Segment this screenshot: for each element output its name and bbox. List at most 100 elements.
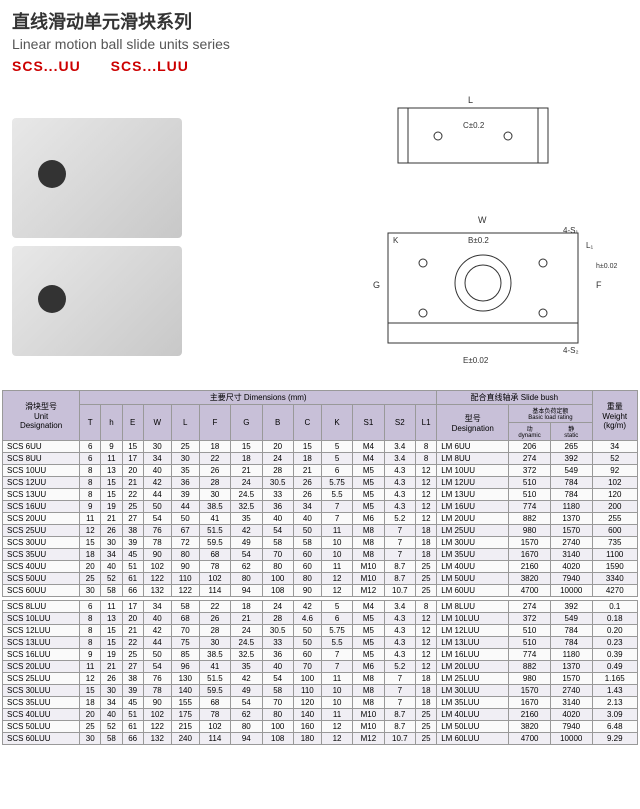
table-cell: 5.5 (321, 637, 352, 649)
table-cell: 30 (199, 489, 230, 501)
table-cell: 24.5 (231, 637, 262, 649)
table-cell: 26 (293, 477, 321, 489)
table-cell: 8 (80, 625, 101, 637)
table-cell: LM 50UU (437, 573, 509, 585)
table-cell: 35 (231, 661, 262, 673)
table-cell: LM 16UU (437, 501, 509, 513)
table-cell: 549 (550, 613, 592, 625)
col-E: E (122, 405, 143, 441)
table-cell: 94 (231, 733, 262, 745)
table-cell: SCS 16UU (3, 501, 80, 513)
table-cell: 4.3 (384, 501, 415, 513)
table-cell: 18 (293, 453, 321, 465)
table-cell: 4270 (592, 585, 638, 597)
table-cell: 160 (293, 721, 321, 733)
table-cell: 980 (509, 673, 551, 685)
table-cell: 1570 (550, 673, 592, 685)
table-cell: 9.29 (592, 733, 638, 745)
table-cell: 1670 (509, 697, 551, 709)
col-B: B (262, 405, 293, 441)
table-cell: 28 (199, 477, 230, 489)
table-cell: 30 (101, 685, 122, 697)
table-cell: M5 (353, 501, 384, 513)
table-cell: 58 (101, 733, 122, 745)
table-cell: 372 (509, 465, 551, 477)
table-cell: 100 (262, 721, 293, 733)
table-cell: 2160 (509, 561, 551, 573)
table-cell: 36 (262, 649, 293, 661)
table-cell: 0.20 (592, 625, 638, 637)
col-C: C (293, 405, 321, 441)
table-cell: 18 (415, 673, 436, 685)
svg-text:K: K (393, 236, 399, 245)
table-cell: 15 (101, 625, 122, 637)
table-cell: 4.3 (384, 477, 415, 489)
dimension-diagram: L C±0.2 W B±0.2 K G F h±0.02 L₁ E±0.02 4… (338, 88, 628, 378)
table-cell: 39 (171, 489, 199, 501)
table-cell: 0.23 (592, 637, 638, 649)
table-row: SCS 20UU1121275450413540407M65.212LM 20U… (3, 513, 638, 525)
table-cell: 92 (592, 465, 638, 477)
table-cell: 90 (293, 585, 321, 597)
table-cell: 24 (262, 601, 293, 613)
table-cell: 8.7 (384, 561, 415, 573)
table-cell: 41 (199, 661, 230, 673)
col-load-rating: 基本负荷定额 Basic load rating (509, 405, 592, 423)
table-cell: LM 12LUU (437, 625, 509, 637)
table-cell: 8 (80, 489, 101, 501)
table-cell: 25 (80, 573, 101, 585)
table-cell: 34 (592, 441, 638, 453)
col-L1: L1 (415, 405, 436, 441)
table-cell: 510 (509, 489, 551, 501)
table-cell: 0.1 (592, 601, 638, 613)
table-cell: M4 (353, 453, 384, 465)
table-cell: 52 (592, 453, 638, 465)
table-cell: M5 (353, 477, 384, 489)
table-cell: 8.7 (384, 721, 415, 733)
table-row: SCS 30LUU1530397814059.5495811010M8718LM… (3, 685, 638, 697)
table-cell: 4700 (509, 733, 551, 745)
svg-text:F: F (596, 280, 602, 290)
table-cell: 76 (143, 525, 171, 537)
table-cell: 25 (415, 733, 436, 745)
table-cell: 108 (262, 585, 293, 597)
table-cell: 10 (321, 549, 352, 561)
table-cell: 175 (171, 709, 199, 721)
table-cell: 25 (122, 649, 143, 661)
table-cell: 6 (321, 465, 352, 477)
table-cell: 108 (262, 733, 293, 745)
table-cell: LM 40LUU (437, 709, 509, 721)
table-cell: 25 (415, 561, 436, 573)
table-cell: 20 (80, 709, 101, 721)
col-unit-designation: 滑块型号 Unit Designation (3, 391, 80, 441)
table-cell: 90 (171, 561, 199, 573)
table-cell: LM 10LUU (437, 613, 509, 625)
table-cell: 4.3 (384, 465, 415, 477)
table-cell: M5 (353, 465, 384, 477)
table-cell: 1570 (509, 685, 551, 697)
table-cell: 12 (415, 661, 436, 673)
table-cell: SCS 10UU (3, 465, 80, 477)
table-cell: 11 (321, 709, 352, 721)
table-cell: 7 (384, 673, 415, 685)
table-cell: SCS 8UU (3, 453, 80, 465)
table-cell: 44 (143, 637, 171, 649)
table-cell: 4700 (509, 585, 551, 597)
col-weight: 重量 Weight (kg/m) (592, 391, 638, 441)
table-cell: 40 (262, 513, 293, 525)
table-cell: SCS 20LUU (3, 661, 80, 673)
table-cell: M4 (353, 601, 384, 613)
table-cell: 7 (321, 649, 352, 661)
table-cell: 2740 (550, 685, 592, 697)
table-cell: 20 (122, 613, 143, 625)
table-cell: 8.7 (384, 709, 415, 721)
table-cell: 8 (415, 601, 436, 613)
col-slide-bush: 配合直线轴承 Slide bush (437, 391, 592, 405)
table-cell: 54 (231, 549, 262, 561)
table-cell: 18 (415, 549, 436, 561)
table-cell: 34 (293, 501, 321, 513)
table-cell: 67 (171, 525, 199, 537)
table-cell: 36 (262, 501, 293, 513)
table-cell: 9 (80, 501, 101, 513)
table-cell: 70 (262, 697, 293, 709)
